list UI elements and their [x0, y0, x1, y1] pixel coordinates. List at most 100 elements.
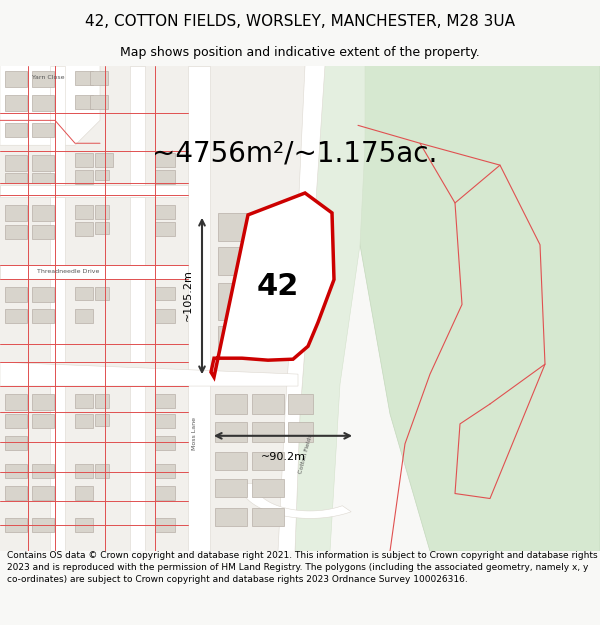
Bar — [75, 96, 93, 109]
Bar — [218, 247, 263, 274]
Bar — [155, 464, 175, 478]
Bar — [265, 306, 297, 334]
Bar — [5, 486, 27, 499]
Bar — [5, 518, 27, 532]
Bar — [75, 71, 93, 84]
Bar — [155, 414, 175, 428]
Bar — [75, 170, 93, 184]
Text: Yarn Close: Yarn Close — [32, 75, 64, 80]
Bar — [218, 282, 260, 321]
Bar — [288, 394, 313, 414]
Bar — [75, 286, 93, 301]
Text: Contains OS data © Crown copyright and database right 2021. This information is : Contains OS data © Crown copyright and d… — [7, 551, 598, 584]
Bar — [252, 509, 284, 526]
Bar — [32, 173, 54, 183]
Polygon shape — [355, 66, 600, 551]
Polygon shape — [211, 193, 334, 377]
Polygon shape — [188, 66, 210, 551]
Bar — [215, 394, 247, 414]
Bar — [75, 464, 93, 478]
Bar — [95, 464, 109, 478]
Text: Threadneedle Drive: Threadneedle Drive — [37, 269, 99, 274]
Bar — [155, 394, 175, 408]
Bar — [32, 309, 54, 323]
Bar — [75, 222, 93, 236]
Text: ~105.2m: ~105.2m — [183, 269, 193, 321]
Bar — [32, 486, 54, 499]
Polygon shape — [240, 484, 351, 518]
Bar — [252, 394, 284, 414]
Bar — [215, 452, 247, 469]
Polygon shape — [130, 197, 145, 264]
Bar — [32, 123, 54, 138]
Polygon shape — [50, 66, 65, 185]
Bar — [5, 96, 27, 111]
Text: ~4756m²/~1.175ac.: ~4756m²/~1.175ac. — [152, 139, 437, 168]
Bar — [215, 479, 247, 496]
Bar — [95, 222, 109, 234]
Polygon shape — [0, 264, 188, 279]
Text: 42: 42 — [257, 272, 299, 301]
Bar — [75, 486, 93, 499]
Polygon shape — [0, 66, 305, 551]
Bar — [32, 518, 54, 532]
Bar — [32, 464, 54, 478]
Bar — [155, 436, 175, 450]
Polygon shape — [295, 66, 365, 551]
Text: Moss Lane: Moss Lane — [193, 418, 197, 451]
Bar — [90, 96, 108, 109]
Bar — [95, 205, 109, 219]
Polygon shape — [130, 386, 145, 551]
Text: Cotton Fields: Cotton Fields — [298, 433, 314, 474]
Bar — [95, 153, 113, 167]
Bar — [32, 414, 54, 428]
Bar — [155, 286, 175, 301]
Bar — [5, 205, 27, 221]
Bar — [95, 286, 109, 301]
Bar — [32, 225, 54, 239]
Polygon shape — [50, 197, 65, 264]
Bar — [32, 286, 54, 302]
Text: ~90.2m: ~90.2m — [260, 452, 305, 462]
Bar — [252, 422, 284, 442]
Bar — [155, 309, 175, 323]
Text: 42, COTTON FIELDS, WORSLEY, MANCHESTER, M28 3UA: 42, COTTON FIELDS, WORSLEY, MANCHESTER, … — [85, 14, 515, 29]
Bar — [155, 518, 175, 532]
Bar — [5, 309, 27, 323]
Bar — [75, 153, 93, 167]
Polygon shape — [130, 279, 145, 362]
Bar — [32, 394, 54, 410]
Bar — [155, 205, 175, 219]
Bar — [5, 436, 27, 450]
Polygon shape — [278, 66, 325, 551]
Text: Map shows position and indicative extent of the property.: Map shows position and indicative extent… — [120, 46, 480, 59]
Bar — [155, 222, 175, 236]
Bar — [95, 414, 109, 426]
Bar — [95, 170, 109, 180]
Bar — [75, 394, 93, 408]
Bar — [5, 394, 27, 410]
Polygon shape — [130, 66, 145, 185]
Bar — [32, 96, 54, 111]
Bar — [5, 414, 27, 428]
Bar — [5, 225, 27, 239]
Bar — [215, 509, 247, 526]
Bar — [75, 205, 93, 219]
Bar — [218, 326, 260, 354]
Bar — [155, 170, 175, 184]
Polygon shape — [0, 66, 100, 145]
Polygon shape — [50, 386, 65, 551]
Bar — [5, 286, 27, 302]
Bar — [90, 71, 108, 84]
Polygon shape — [0, 185, 188, 197]
Bar — [32, 155, 54, 171]
Bar — [5, 123, 27, 138]
Bar — [218, 213, 273, 241]
Bar — [252, 479, 284, 496]
Bar — [5, 155, 27, 171]
Polygon shape — [50, 279, 65, 362]
Bar — [75, 309, 93, 323]
Bar — [155, 153, 175, 167]
Bar — [155, 486, 175, 499]
Bar — [32, 71, 54, 86]
